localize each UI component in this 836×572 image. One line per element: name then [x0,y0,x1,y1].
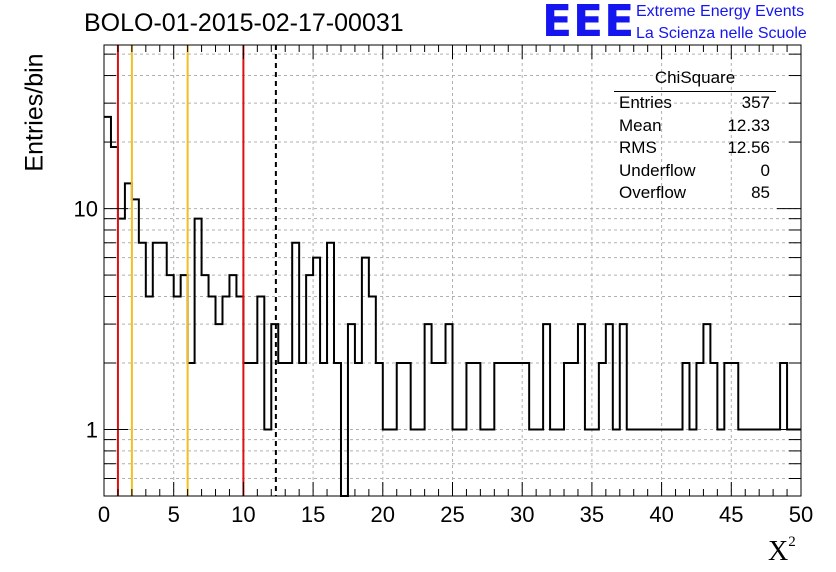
stats-label: Overflow [619,183,687,202]
stats-value: 85 [751,183,770,202]
x-tick-label: 40 [649,502,673,527]
stats-label: Underflow [619,160,696,180]
x-axis-label-base: X [768,536,789,567]
x-axis-label: X2 [768,533,796,568]
histogram-series [104,115,801,497]
stats-row-underflow: Underflow 0 [611,160,779,183]
stats-value: 12.56 [727,138,770,157]
stats-value: 0 [760,160,770,180]
eee-logo: EEE [542,0,636,47]
stats-title: ChiSquare [614,68,776,92]
x-tick-label: 10 [231,502,255,527]
stats-label: RMS [619,138,657,157]
stats-row-mean: Mean 12.33 [611,115,779,138]
x-tick-label: 25 [440,502,464,527]
stats-value: 357 [741,93,770,112]
stats-label: Mean [619,115,662,135]
stats-row-rms: RMS 12.56 [611,137,779,160]
stats-row-overflow: Overflow 85 [611,182,779,205]
x-tick-label: 5 [168,502,180,527]
x-tick-label: 15 [301,502,325,527]
stats-box: ChiSquare Entries 357 Mean 12.33 RMS 12.… [611,68,779,205]
stats-row-entries: Entries 357 [611,92,779,115]
logo-line-2: La Scienza nelle Scuole [636,25,807,42]
y-axis-label: Entries/bin [20,53,49,172]
x-tick-label: 50 [789,502,813,527]
x-tick-label: 35 [580,502,604,527]
x-tick-label: 0 [98,502,110,527]
logo-line-1: Extreme Energy Events [636,3,805,20]
y-tick-label: 1 [86,417,98,442]
x-tick-label: 45 [719,502,743,527]
stats-value: 12.33 [727,115,770,135]
x-axis-label-exponent: 2 [788,533,796,550]
x-tick-label: 30 [510,502,534,527]
stats-label: Entries [619,93,672,112]
x-tick-label: 20 [371,502,395,527]
chart-title: BOLO-01-2015-02-17-00031 [84,9,404,37]
y-tick-label: 10 [74,197,98,222]
